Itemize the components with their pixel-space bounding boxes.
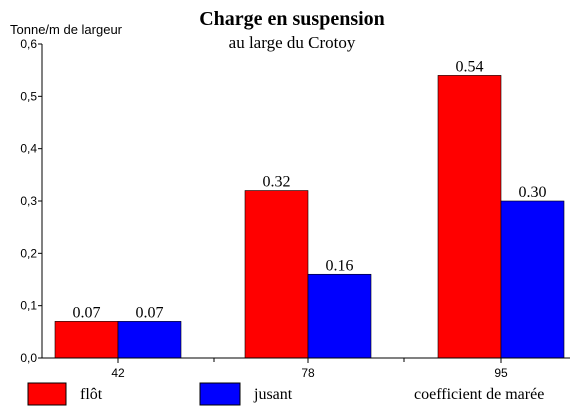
legend-swatch-flot — [27, 382, 67, 406]
data-label-flot-78: 0.32 — [263, 174, 291, 191]
y-tick-label: 0,5 — [20, 89, 37, 103]
bar-jusant-95 — [500, 200, 565, 359]
category-label-78: 78 — [301, 366, 315, 380]
chart-subtitle: au large du Crotoy — [229, 33, 356, 52]
category-label-42: 42 — [111, 366, 125, 380]
y-tick-label: 0,3 — [20, 194, 37, 208]
chart-title: Charge en suspension — [199, 8, 385, 30]
y-tick-label: 0,4 — [20, 142, 37, 156]
category-label-95: 95 — [494, 366, 508, 380]
y-axis-label: Tonne/m de largeur — [10, 22, 123, 37]
bar-flot-42 — [54, 321, 119, 359]
bar-flot-78 — [244, 190, 309, 359]
y-tick-label: 0,2 — [20, 246, 37, 260]
data-label-jusant-42: 0.07 — [136, 304, 164, 321]
bar-flot-95 — [437, 75, 502, 359]
x-axis-label: coefficient de marée — [414, 386, 544, 403]
y-tick-label: 0,6 — [20, 37, 37, 51]
data-label-flot-42: 0.07 — [73, 304, 101, 321]
data-label-jusant-95: 0.30 — [519, 184, 547, 201]
legend-swatch-jusant — [199, 382, 241, 406]
legend-label-jusant: jusant — [253, 386, 293, 403]
y-tick-label: 0,1 — [20, 299, 37, 313]
y-tick-label: 0,0 — [20, 351, 37, 365]
bar-jusant-78 — [307, 273, 372, 359]
legend-label-flot: flôt — [80, 386, 103, 403]
data-label-flot-95: 0.54 — [456, 58, 484, 75]
bar-jusant-42 — [117, 321, 182, 359]
data-label-jusant-78: 0.16 — [326, 257, 354, 274]
